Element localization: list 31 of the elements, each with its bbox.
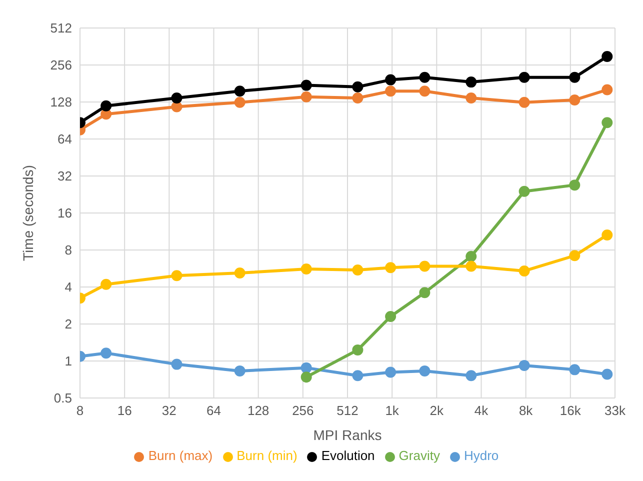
y-tick-label: 2 bbox=[64, 316, 72, 332]
x-axis-title: MPI Ranks bbox=[313, 427, 382, 443]
y-tick-label: 64 bbox=[58, 132, 72, 147]
x-tick-label: 33k bbox=[604, 403, 626, 418]
legend-label: Gravity bbox=[398, 448, 440, 463]
x-tick-label: 32 bbox=[162, 403, 176, 418]
y-tick-label: 128 bbox=[50, 94, 72, 110]
x-tick-label: 128 bbox=[247, 403, 270, 418]
legend-label: Hydro bbox=[464, 448, 499, 463]
y-axis-title: Time (seconds) bbox=[20, 165, 36, 261]
x-tick-label: 16 bbox=[117, 403, 132, 418]
legend-label: Burn (min) bbox=[236, 448, 298, 463]
legend-label: Evolution bbox=[321, 448, 375, 463]
y-tick-label: 512 bbox=[50, 20, 72, 36]
y-tick-label: 4 bbox=[64, 280, 72, 295]
x-tick-label: 512 bbox=[336, 403, 358, 418]
x-tick-label: 2k bbox=[430, 403, 444, 418]
x-tick-label: 16k bbox=[560, 403, 582, 418]
x-tick-label: 4k bbox=[474, 403, 489, 418]
y-tick-label: 32 bbox=[58, 168, 72, 184]
x-tick-label: 8 bbox=[76, 403, 84, 418]
x-tick-label: 1k bbox=[385, 403, 400, 418]
x-tick-label: 256 bbox=[292, 403, 314, 418]
y-tick-label: 1 bbox=[64, 354, 72, 369]
x-tick-label: 8k bbox=[518, 403, 534, 418]
y-tick-label: 8 bbox=[64, 242, 72, 258]
y-tick-label: 16 bbox=[58, 206, 72, 221]
y-tick-label: 256 bbox=[50, 58, 72, 73]
legend-label: Burn (max) bbox=[148, 448, 213, 463]
y-tick-label: 0.5 bbox=[54, 390, 72, 406]
x-tick-label: 64 bbox=[206, 403, 221, 418]
